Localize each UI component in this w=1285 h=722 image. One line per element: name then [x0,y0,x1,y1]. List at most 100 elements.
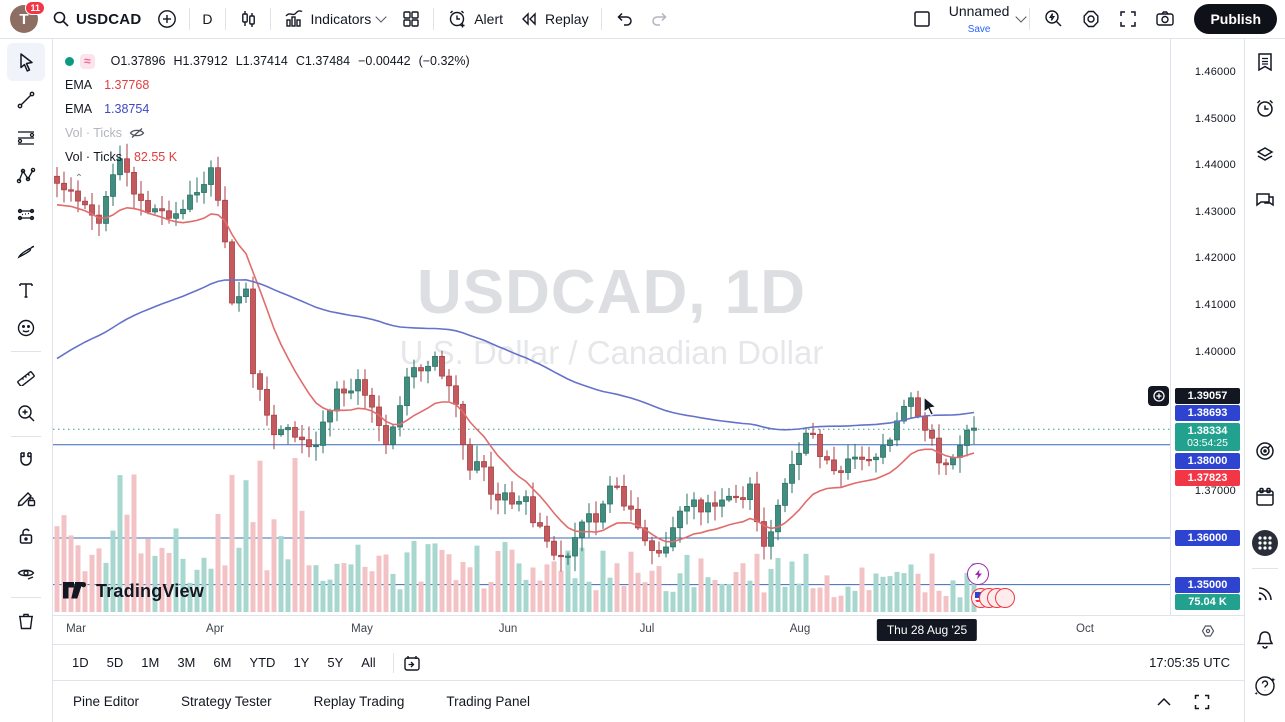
tab-trading-panel[interactable]: Trading Panel [446,694,530,709]
remove-drawings-button[interactable] [7,602,45,640]
help-button[interactable] [1248,669,1282,703]
fullscreen-icon [1118,9,1138,29]
price-label[interactable]: 1.37823 [1175,470,1240,486]
tab-strategy-tester[interactable]: Strategy Tester [181,694,272,709]
quick-search-button[interactable] [1034,4,1072,34]
projection-tool-button[interactable] [7,195,45,233]
indicators-button[interactable]: Indicators [275,4,394,34]
legend-volume-hidden-row[interactable]: Vol · Ticks [65,121,470,145]
price-tick: 1.45000 [1194,112,1236,125]
notifications-button[interactable] [1248,623,1282,657]
undo-icon [614,9,634,29]
price-label[interactable]: 1.38693 [1175,405,1240,421]
legend-ema-fast-row[interactable]: EMA 1.37768 [65,73,470,97]
chart-pane[interactable]: USDCAD, 1D U.S. Dollar / Canadian Dollar… [53,39,1244,615]
layout-button[interactable] [903,4,941,34]
apps-menu-button[interactable] [1248,526,1282,560]
pane-collapse-icon[interactable]: ⌃ [74,172,84,184]
range-1m[interactable]: 1M [141,655,160,670]
cursor-icon [20,53,33,72]
top-toolbar: T 11 USDCAD D Indic [0,0,1285,39]
mouse-cursor [923,396,938,416]
range-3m[interactable]: 3M [177,655,196,670]
undo-button[interactable] [606,5,642,33]
zoom-in-tool-button[interactable] [7,394,45,432]
settings-button[interactable] [1072,4,1110,34]
alerts-panel-button[interactable] [1248,91,1282,125]
pattern-tool-button[interactable] [7,157,45,195]
range-1y[interactable]: 1Y [293,655,310,670]
range-1d[interactable]: 1D [72,655,89,670]
right-sidebar [1244,39,1285,722]
axis-settings-icon[interactable] [1200,623,1216,639]
range-5y[interactable]: 5Y [327,655,344,670]
measure-tool-button[interactable] [7,356,45,394]
scanner-button[interactable] [1248,434,1282,468]
price-label[interactable]: 1.35000 [1175,577,1240,593]
maximize-panel-icon[interactable] [1194,694,1210,710]
plus-circle-icon [1152,390,1165,402]
drawing-mode-button[interactable] [7,479,45,517]
lock-drawings-button[interactable] [7,517,45,555]
expand-panel-icon[interactable] [1156,697,1172,707]
go-to-date-icon[interactable] [402,653,422,673]
user-avatar[interactable]: T 11 [10,1,45,33]
compare-add-symbol-button[interactable] [149,5,185,33]
economic-event-icon[interactable] [967,563,989,585]
time-axis-month: Jun [498,623,518,635]
text-tool-button[interactable] [7,271,45,309]
legend-volume-row[interactable]: Vol · Ticks 82.55 K [65,145,470,169]
xabcd-pattern-icon [16,167,36,184]
publish-button[interactable]: Publish [1194,4,1277,34]
magnet-mode-button[interactable] [7,441,45,479]
legend-ema-slow-row[interactable]: EMA 1.38754 [65,97,470,121]
eye-off-icon[interactable] [128,124,146,142]
trend-line-tool-button[interactable] [7,81,45,119]
indicators-icon [283,8,305,30]
hide-drawings-button[interactable] [7,555,45,593]
alert-button[interactable]: Alert [438,4,511,34]
layout-grid-button[interactable] [393,5,429,33]
chart-style-button[interactable] [230,5,266,33]
range-6m[interactable]: 6M [213,655,232,670]
replay-button[interactable]: Replay [511,5,597,33]
range-ytd[interactable]: YTD [249,655,276,670]
calendar-button[interactable] [1248,480,1282,514]
economic-events-cluster[interactable] [971,588,1015,608]
streams-button[interactable] [1248,577,1282,611]
object-tree-button[interactable] [1248,137,1282,171]
brush-tool-button[interactable] [7,233,45,271]
range-all[interactable]: All [361,655,376,670]
snapshot-button[interactable] [1146,4,1184,34]
tab-replay-trading[interactable]: Replay Trading [313,694,405,709]
toolbar-divider [11,351,41,352]
range-5d[interactable]: 5D [106,655,124,670]
interval-button[interactable]: D [194,7,220,31]
save-label[interactable]: Save [967,23,991,35]
redo-button[interactable] [642,5,678,33]
time-axis[interactable]: Thu 28 Aug '25 Mar Apr May Jun Jul Aug Oct [53,615,1244,644]
tradingview-logo[interactable]: TradingView [63,581,204,602]
tab-pine-editor[interactable]: Pine Editor [73,694,140,709]
fib-retracement-tool-button[interactable] [7,119,45,157]
legend-ohlc-row[interactable]: ≈ O1.37896 H1.37912 L1.37414 C1.37484 −0… [65,49,470,73]
emoji-tool-button[interactable] [7,309,45,347]
symbol-search-button[interactable]: USDCAD [44,6,149,32]
fullscreen-button[interactable] [1110,5,1146,33]
cursor-tool-button[interactable] [7,43,45,81]
price-label[interactable]: 1.38000 [1175,453,1240,469]
candlestick-chart[interactable] [53,39,1170,615]
watchlist-button[interactable] [1248,45,1282,79]
price-label[interactable]: 1.39057 [1175,388,1240,404]
price-label[interactable]: 1.36000 [1175,530,1240,546]
layout-name-save[interactable]: Unnamed Save [941,0,1018,39]
chart-legend: ≈ O1.37896 H1.37912 L1.37414 C1.37484 −0… [65,49,470,169]
price-label[interactable]: 75.04 K [1175,594,1240,610]
quick-search-icon [1042,8,1064,30]
last-price-label[interactable]: 1.38334 03:54:25 [1175,423,1240,451]
layout-chevron-icon[interactable] [1015,11,1028,23]
clock-utc[interactable]: 17:05:35 UTC [1149,655,1230,670]
chat-button[interactable] [1248,183,1282,217]
price-axis[interactable]: 1.46000 1.45000 1.44000 1.43000 1.42000 1.410… [1170,39,1244,615]
add-alert-plus-button[interactable] [1148,386,1169,406]
